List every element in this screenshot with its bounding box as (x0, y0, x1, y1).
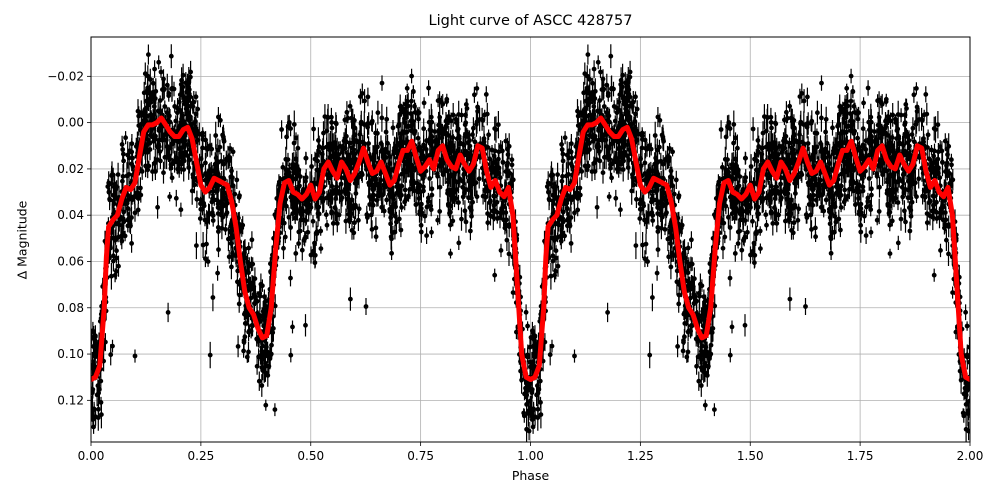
x-axis-ticks: 0.00 0.25 0.50 0.75 1.00 1.25 1.50 1.75 2.00 (78, 442, 984, 463)
x-tick-label: 2.00 (957, 449, 984, 463)
x-tick-label: 1.75 (847, 449, 874, 463)
x-tick-label: 1.50 (737, 449, 764, 463)
x-tick-label: 0.00 (78, 449, 105, 463)
x-tick-label: 1.25 (627, 449, 654, 463)
y-tick-label: 0.12 (57, 393, 84, 407)
chart-title: Light curve of ASCC 428757 (428, 13, 633, 29)
y-tick-label: 0.06 (57, 254, 84, 268)
y-tick-label: 0.10 (57, 347, 84, 361)
y-axis-ticks: −0.02 0.00 0.02 0.04 0.06 0.08 0.10 0.12 (47, 69, 91, 407)
y-tick-label: 0.08 (57, 301, 84, 315)
y-tick-label: 0.00 (57, 116, 84, 130)
x-tick-label: 0.50 (297, 449, 324, 463)
x-axis-label: Phase (511, 468, 550, 483)
y-tick-label: 0.02 (57, 162, 84, 176)
y-tick-label: 0.04 (57, 208, 84, 222)
x-tick-label: 0.25 (188, 449, 215, 463)
y-tick-label: −0.02 (47, 69, 84, 83)
x-tick-label: 0.75 (407, 449, 434, 463)
model-curve (91, 115, 970, 382)
x-tick-label: 1.00 (517, 449, 544, 463)
